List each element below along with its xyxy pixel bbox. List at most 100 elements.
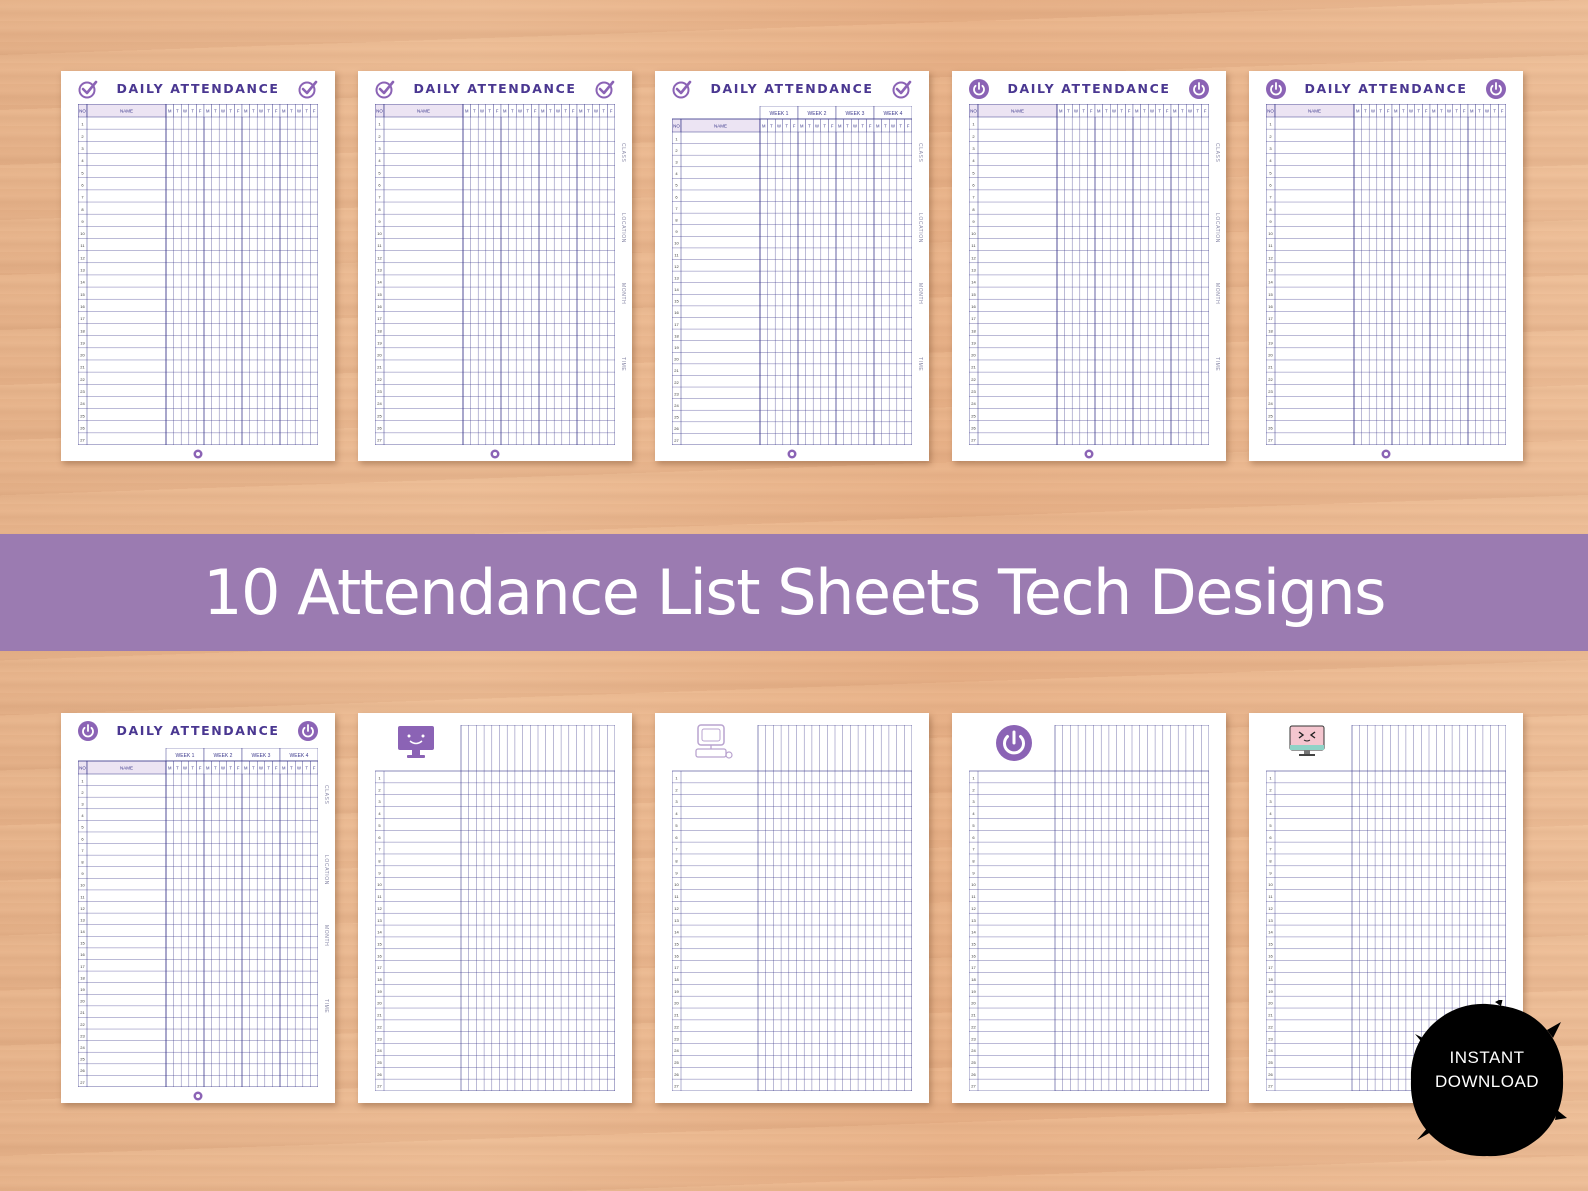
row-number: 12	[80, 255, 85, 260]
row-number: 11	[377, 894, 382, 899]
row-number: 22	[971, 1024, 976, 1029]
row-number: 2	[972, 787, 975, 792]
row-number: 17	[377, 965, 382, 970]
weekday-label: M	[541, 109, 545, 114]
weekday-label: T	[1143, 109, 1146, 114]
row-number: 15	[80, 292, 85, 297]
weekday-label: T	[176, 766, 179, 771]
row-number: 14	[1268, 930, 1273, 935]
weekday-label: F	[199, 109, 202, 114]
row-number: 9	[1269, 870, 1272, 875]
attendance-grid: 1 2 3 4 5 6 7 8 9 10 11 12 13 14 15 16 17 18 19 20 21 22 23 24 2…	[969, 725, 1209, 1091]
weekday-label: W	[259, 766, 263, 771]
weekday-label: T	[229, 109, 232, 114]
row-number: 21	[1268, 1013, 1273, 1018]
row-number: 14	[674, 930, 679, 935]
monitor-face-icon	[1287, 723, 1327, 768]
side-label: CLASS	[323, 785, 329, 805]
power-icon	[969, 79, 989, 99]
row-number: 25	[674, 415, 679, 420]
row-number: 18	[1268, 977, 1273, 982]
weekday-label: T	[564, 109, 567, 114]
row-number: 14	[674, 287, 679, 292]
row-number: 4	[675, 811, 678, 816]
row-number: 9	[972, 219, 975, 224]
row-number: 10	[971, 231, 976, 236]
row-number: 23	[1268, 389, 1273, 394]
row-number: 15	[971, 292, 976, 297]
week-label: WEEK 1	[770, 111, 789, 117]
weekday-label: F	[237, 766, 240, 771]
row-number: 7	[1269, 195, 1272, 200]
row-number: 6	[1269, 835, 1272, 840]
weekday-label: T	[1455, 109, 1458, 114]
row-number: 10	[971, 882, 976, 887]
weekday-label: W	[1371, 109, 1375, 114]
weekday-label: F	[275, 109, 278, 114]
row-number: 16	[1268, 953, 1273, 958]
footer-logo-icon	[193, 1088, 203, 1101]
weekday-label: M	[1394, 109, 1398, 114]
row-number: 15	[80, 941, 85, 946]
weekday-label: F	[1166, 109, 1169, 114]
weekday-label: M	[244, 766, 248, 771]
row-number: 11	[1268, 894, 1273, 899]
row-number: 13	[674, 275, 679, 280]
row-number: 27	[80, 438, 85, 443]
row-number: 8	[972, 858, 975, 863]
power-icon	[78, 721, 98, 741]
row-number: 24	[674, 403, 679, 408]
weekday-label: F	[1463, 109, 1466, 114]
row-number: 25	[971, 1060, 976, 1065]
row-number: 17	[80, 316, 85, 321]
attendance-grid: NO NAME M T W T F M T W T F M T W T F M T W T F 1 2 3 4 5 6 7 8 9 10 11 1…	[78, 104, 318, 445]
no-header: NO	[1267, 109, 1274, 114]
attendance-sheet-8: 1 2 3 4 5 6 7 8 9 10 11 12 13 14 15 16 17 18 19 20 21 22 23 24 2…	[655, 713, 929, 1103]
row-number: 27	[80, 1080, 85, 1085]
attendance-sheet-10: 1 2 3 4 5 6 7 8 9 10 11 12 13 14 15 16 17 18 19 20 21 22 23 24 2…	[1249, 713, 1523, 1103]
footer-logo-icon	[490, 446, 500, 459]
row-number: 22	[674, 380, 679, 385]
weekday-label: F	[1090, 109, 1093, 114]
weekday-label: M	[206, 766, 210, 771]
sheet-title: DAILY ATTENDANCE	[710, 81, 874, 96]
row-number: 11	[971, 894, 976, 899]
row-number: 22	[80, 1022, 85, 1027]
weekday-label: T	[290, 766, 293, 771]
row-number: 6	[675, 835, 678, 840]
row-number: 3	[81, 146, 84, 151]
row-number: 2	[1269, 134, 1272, 139]
row-number: 2	[378, 134, 381, 139]
sheet-title: DAILY ATTENDANCE	[413, 81, 577, 96]
row-number: 16	[674, 310, 679, 315]
row-number: 10	[674, 241, 679, 246]
weekday-label: W	[297, 109, 301, 114]
row-number: 8	[81, 207, 84, 212]
row-number: 21	[674, 1013, 679, 1018]
row-number: 3	[675, 799, 678, 804]
row-number: 20	[1268, 1001, 1273, 1006]
row-number: 10	[674, 882, 679, 887]
attendance-sheet-3: DAILY ATTENDANCE WEEK 1 WEEK 2 WEEK 3 WEEK 4…	[655, 71, 929, 461]
row-number: 4	[972, 811, 975, 816]
row-number: 26	[1268, 425, 1273, 430]
row-number: 12	[1268, 906, 1273, 911]
row-number: 5	[81, 825, 84, 830]
weekday-label: W	[183, 766, 187, 771]
weekday-label: F	[199, 766, 202, 771]
row-number: 25	[80, 413, 85, 418]
weekday-label: T	[1417, 109, 1420, 114]
weekday-label: F	[534, 109, 537, 114]
weekday-label: F	[1128, 109, 1131, 114]
row-number: 3	[81, 802, 84, 807]
row-number: 12	[674, 264, 679, 269]
weekday-label: T	[191, 109, 194, 114]
weekday-label: T	[1105, 109, 1108, 114]
weekday-label: F	[572, 109, 575, 114]
row-number: 19	[971, 340, 976, 345]
row-number: 6	[972, 835, 975, 840]
sheet-title: DAILY ATTENDANCE	[116, 81, 280, 96]
badge-line-1: INSTANT	[1449, 1048, 1525, 1067]
weekday-label: T	[549, 109, 552, 114]
row-number: 10	[1268, 231, 1273, 236]
